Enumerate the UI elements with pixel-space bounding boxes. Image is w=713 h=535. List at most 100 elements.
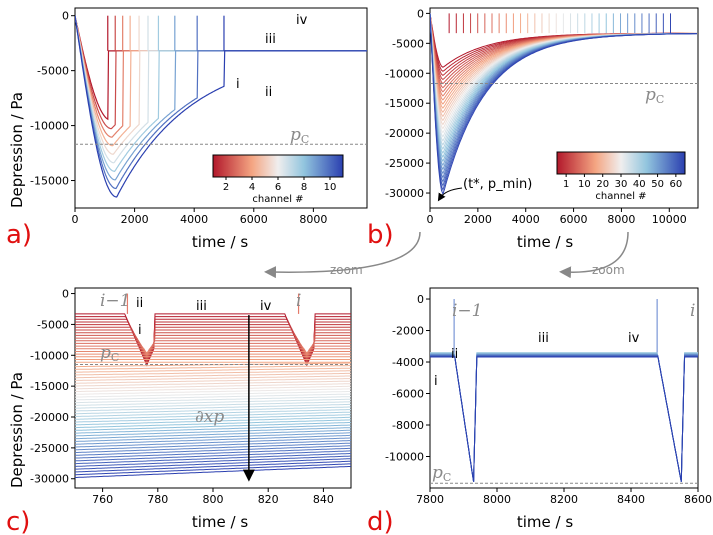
d-annotation: ii	[451, 347, 458, 362]
d-label-prev: i−1	[452, 301, 483, 321]
d-pc-sub: C	[443, 471, 451, 484]
a-cb-label: channel #	[252, 194, 303, 205]
b-ytick-label: -10000	[385, 67, 424, 80]
d-annotation: iv	[628, 331, 640, 346]
c-series-line	[75, 391, 351, 398]
c-ytick-label: -30000	[30, 473, 69, 486]
d-annotation: iii	[538, 331, 549, 346]
c-ytick-label: -5000	[37, 318, 69, 331]
c-annotation: iv	[260, 299, 272, 314]
b-ytick-label: 0	[417, 7, 424, 20]
b-pmin-arrow	[437, 187, 463, 202]
zoom-label-d: zoom	[592, 263, 625, 277]
c-series-line	[75, 445, 351, 456]
b-xtick-label: 0	[427, 213, 434, 226]
a-xtick-label: 0	[72, 213, 79, 226]
c-ytick-label: -25000	[30, 442, 69, 455]
a-annotation: iv	[296, 13, 308, 28]
c-annotation: i	[138, 323, 142, 338]
a-cb-tick-label: 6	[275, 182, 281, 193]
c-annotation: iii	[196, 299, 207, 314]
a-xtick-label: 2000	[121, 213, 149, 226]
a-cb-tick-label: 2	[223, 182, 229, 193]
c-series-line	[75, 388, 351, 395]
c-gradient-label: ∂xp	[195, 407, 224, 427]
c-ytick-label: 0	[62, 288, 69, 301]
b-ytick-label: -20000	[385, 127, 424, 140]
c-series-line	[75, 398, 351, 406]
d-series-line	[430, 354, 698, 482]
c-series-line	[75, 380, 351, 387]
b-cb-tick-label: 30	[615, 179, 628, 190]
c-series-line	[75, 375, 351, 381]
c-series-line	[75, 424, 351, 434]
a-xtick-label: 4000	[180, 213, 208, 226]
d-series-line	[430, 355, 698, 482]
c-series-line	[75, 419, 351, 429]
panel-c: 760 780 800 820 840 0 -5000 -10000 -15000 -20000 -…	[30, 287, 352, 506]
a-series-line	[75, 15, 367, 138]
c-series-line	[75, 434, 351, 445]
a-cb-tick-label: 8	[301, 182, 307, 193]
panel-label-a: a)	[6, 220, 32, 250]
d-xtick-label: 8200	[550, 493, 578, 506]
b-xtick-label: 8000	[607, 213, 635, 226]
b-xtick-label: 6000	[560, 213, 588, 226]
zoom-arrow-c	[264, 231, 421, 279]
b-cb-tick-label: 1	[563, 179, 569, 190]
d-annotation: i	[434, 374, 438, 389]
c-series-line	[75, 450, 351, 462]
b-cb-tick-label: 60	[669, 179, 682, 190]
c-series-line	[75, 409, 351, 417]
b-cb-tick-label: 10	[578, 179, 591, 190]
a-series-line	[75, 15, 367, 147]
a-xtick-label: 8000	[299, 213, 327, 226]
d-pc-label: pC	[432, 463, 451, 484]
b-pc-label: pC	[645, 85, 664, 106]
a-series-line	[75, 15, 367, 155]
a-cb-tick-label: 4	[249, 182, 255, 193]
b-frame	[429, 7, 699, 209]
c-ytick-label: -10000	[30, 349, 69, 362]
a-xtick-label: 6000	[240, 213, 268, 226]
zoom-label-c: zoom	[330, 263, 363, 277]
c-series-line	[75, 453, 351, 465]
b-ytick-label: -25000	[385, 157, 424, 170]
d-xtick-label: 7800	[416, 493, 444, 506]
d-ytick-label: -10000	[385, 451, 424, 464]
d-ytick-label: -4000	[392, 356, 424, 369]
c-xtick-label: 840	[313, 493, 334, 506]
panel-b: 0 2000 4000 6000 8000 10000 0 -5000 -10000 -15000…	[385, 7, 699, 226]
c-series-line	[75, 393, 351, 401]
c-series-line	[75, 465, 351, 478]
c-label-prev: i−1	[100, 291, 131, 311]
d-series-line	[430, 355, 698, 482]
c-series-line	[75, 463, 351, 476]
b-lines	[430, 13, 698, 196]
c-series-line	[75, 447, 351, 459]
c-series-line	[75, 372, 351, 379]
b-colorbar	[556, 151, 686, 175]
xlabel-c: time / s	[192, 513, 248, 531]
b-series-line	[430, 13, 697, 196]
xlabel-b: time / s	[517, 233, 573, 251]
c-series-line	[75, 406, 351, 415]
d-lines	[430, 299, 698, 482]
c-series-line	[75, 383, 351, 390]
c-series-line	[75, 396, 351, 404]
c-series-line	[75, 378, 351, 384]
a-ytick-label: 0	[62, 10, 69, 23]
c-series-line	[75, 440, 351, 451]
a-series-line	[75, 15, 367, 198]
panel-label-c: c)	[6, 507, 30, 535]
c-lines	[75, 293, 351, 478]
a-series-line	[75, 15, 367, 121]
b-pmin-label: (t*, p_min)	[463, 177, 532, 192]
panel-label-d: d)	[367, 507, 394, 535]
c-pc-sub: C	[111, 351, 119, 364]
c-annotation: ii	[136, 296, 143, 311]
a-annotation: ii	[265, 85, 272, 100]
c-series-line	[75, 429, 351, 440]
a-annotation: iii	[265, 32, 276, 47]
